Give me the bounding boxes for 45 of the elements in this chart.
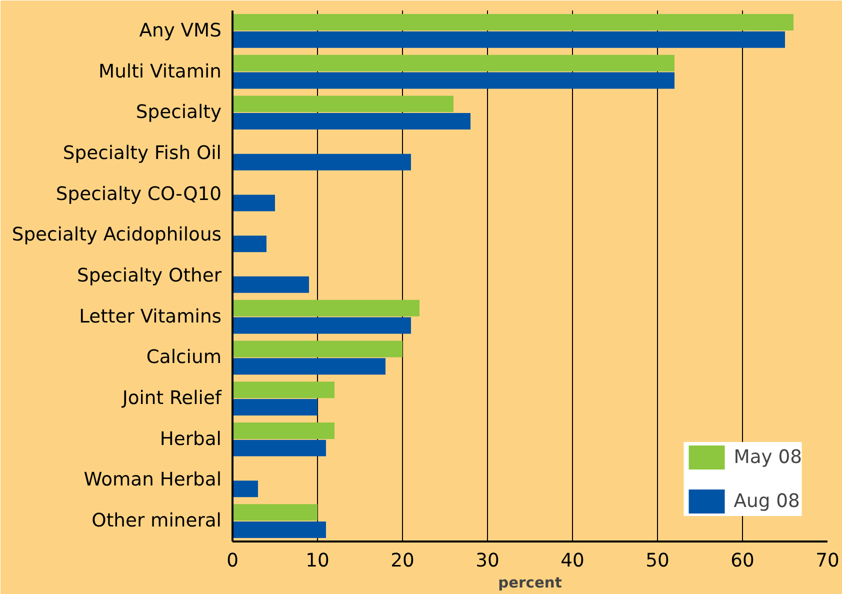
bar [232, 382, 334, 398]
y-tick-label: Letter Vitamins [79, 306, 222, 328]
bar [232, 504, 318, 521]
bar [232, 398, 318, 416]
bar [232, 54, 674, 72]
bar [232, 480, 258, 498]
bar [232, 300, 420, 316]
x-tick-label: 0 [226, 550, 238, 572]
x-tick-label: 10 [306, 550, 330, 572]
bar [232, 14, 794, 30]
bar [232, 317, 411, 334]
legend-label: Aug 08 [734, 490, 800, 512]
y-tick-label: Other mineral [92, 510, 222, 532]
y-tick-label: Any VMS [139, 20, 222, 42]
bar [232, 340, 402, 358]
y-tick-label: Specialty [136, 102, 222, 124]
bar [232, 31, 785, 48]
bar [232, 522, 326, 538]
x-tick-label: 70 [816, 550, 840, 572]
y-tick-label: Woman Herbal [84, 470, 222, 491]
x-tick-label: 60 [730, 550, 754, 572]
bar [232, 72, 674, 89]
x-axis-title: percent [498, 574, 562, 592]
y-tick-label: Calcium [146, 347, 222, 368]
bar [232, 440, 326, 456]
x-tick-label: 20 [390, 550, 414, 572]
bar [232, 96, 454, 112]
x-tick-label: 40 [560, 550, 584, 572]
bar [232, 422, 334, 439]
bar [232, 358, 386, 375]
legend-label: May 08 [734, 446, 802, 468]
bar [232, 154, 411, 170]
y-tick-label: Specialty Other [77, 266, 222, 286]
y-tick-label: Joint Relief [121, 388, 222, 410]
bar [232, 276, 309, 293]
x-tick-label: 30 [476, 550, 500, 572]
y-tick-label: Specialty Fish Oil [62, 142, 222, 164]
bar [232, 194, 275, 212]
y-tick-label: Herbal [160, 428, 222, 450]
y-tick-label: Multi Vitamin [98, 61, 222, 82]
bar [232, 113, 470, 130]
y-tick-label: Specialty Acidophilous [12, 224, 222, 246]
x-tick-label: 50 [646, 550, 670, 572]
bar [232, 236, 266, 252]
y-tick-label: Specialty CO-Q10 [56, 184, 222, 205]
